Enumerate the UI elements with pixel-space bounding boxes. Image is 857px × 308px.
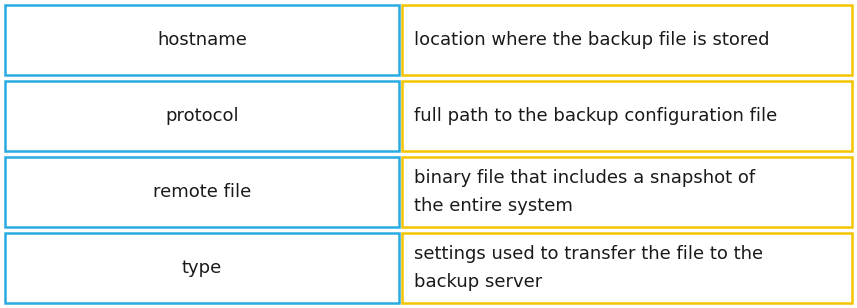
Text: binary file that includes a snapshot of
the entire system: binary file that includes a snapshot of … [414,169,755,215]
Bar [402,81,852,151]
Bar [5,81,399,151]
Bar [5,157,399,227]
Bar [402,5,852,75]
Text: full path to the backup configuration file: full path to the backup configuration fi… [414,107,777,125]
Text: location where the backup file is stored: location where the backup file is stored [414,31,770,49]
Bar [5,233,399,303]
Bar [402,233,852,303]
Text: protocol: protocol [165,107,239,125]
Bar [402,157,852,227]
Bar [5,5,399,75]
Text: hostname: hostname [157,31,247,49]
Text: settings used to transfer the file to the
backup server: settings used to transfer the file to th… [414,245,763,291]
Text: remote file: remote file [153,183,251,201]
Text: type: type [182,259,222,277]
